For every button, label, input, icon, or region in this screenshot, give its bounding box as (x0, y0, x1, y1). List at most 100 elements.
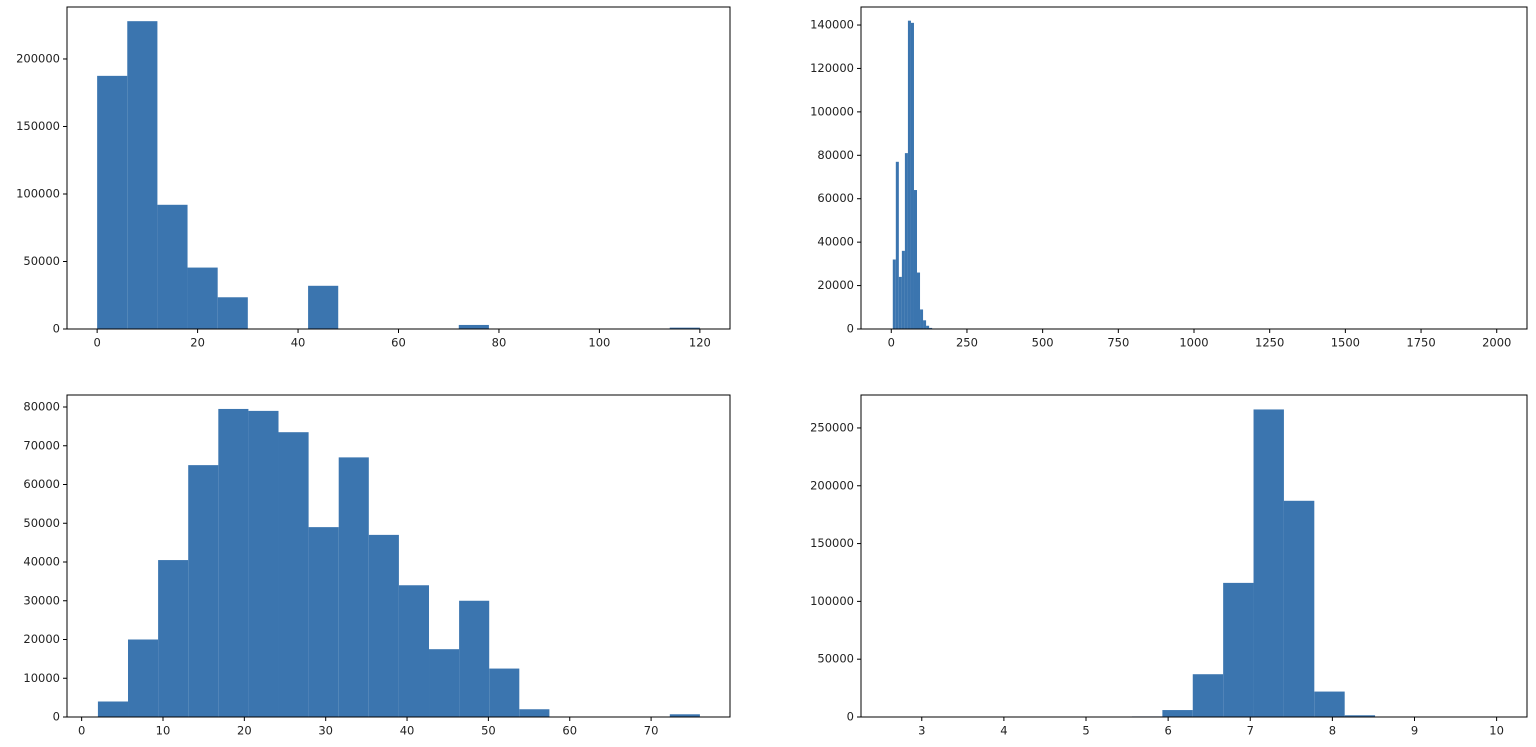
x-tick-label: 0 (93, 336, 100, 350)
histogram-bar (669, 714, 700, 717)
y-tick-label: 200000 (16, 51, 60, 65)
histogram-bar (917, 272, 921, 329)
histogram-bar (519, 709, 550, 717)
histogram-bar (901, 250, 905, 329)
y-tick-label: 60000 (23, 477, 60, 491)
y-tick-label: 50000 (23, 254, 60, 268)
histogram-bar (1162, 710, 1193, 717)
y-tick-label: 0 (53, 710, 60, 724)
x-tick-label: 4 (1000, 724, 1007, 738)
histogram-bar (248, 410, 279, 717)
x-tick-label: 10 (156, 724, 171, 738)
histogram-bar (217, 297, 248, 329)
x-tick-label: 30 (318, 724, 333, 738)
histogram-bar (338, 457, 369, 717)
x-tick-label: 6 (1164, 724, 1171, 738)
x-tick-label: 40 (291, 336, 306, 350)
histogram-bar (892, 259, 896, 329)
y-tick-label: 40000 (23, 555, 60, 569)
y-tick-label: 50000 (23, 516, 60, 530)
x-tick-label: 120 (689, 336, 711, 350)
histogram-bar (913, 190, 918, 329)
histogram-bar (158, 560, 189, 717)
x-tick-label: 9 (1411, 724, 1418, 738)
y-tick-label: 80000 (817, 148, 854, 162)
x-tick-label: 8 (1329, 724, 1336, 738)
x-tick-label: 7 (1247, 724, 1254, 738)
plot-frame (860, 6, 1528, 330)
histogram-bar (904, 153, 908, 329)
histogram-bar (308, 527, 339, 717)
histogram-bar (398, 585, 430, 717)
histogram-bar (127, 21, 158, 330)
histogram-bar (97, 701, 129, 717)
histogram-bar (429, 649, 460, 717)
histogram-bar (1314, 691, 1345, 717)
histogram-bar (923, 320, 927, 329)
histogram-bar (1253, 409, 1284, 717)
x-tick-label: 60 (391, 336, 406, 350)
x-tick-label: 1000 (1179, 336, 1208, 350)
histogram-bar (910, 22, 914, 329)
histogram-bar (669, 327, 700, 329)
histogram-bar (926, 325, 930, 329)
y-tick-label: 120000 (810, 61, 854, 75)
y-tick-label: 50000 (817, 652, 854, 666)
histogram-bar (97, 75, 128, 329)
y-tick-label: 100000 (810, 104, 854, 118)
histogram-bar (187, 267, 218, 329)
plot-frame (860, 394, 1528, 718)
y-tick-label: 150000 (16, 119, 60, 133)
x-tick-label: 70 (644, 724, 659, 738)
x-tick-label: 80 (492, 336, 507, 350)
x-tick-label: 5 (1082, 724, 1089, 738)
y-tick-label: 40000 (817, 235, 854, 249)
x-tick-label: 60 (562, 724, 577, 738)
histogram-bar (929, 327, 933, 329)
histogram-bar (907, 20, 911, 330)
y-tick-label: 100000 (810, 594, 854, 608)
x-tick-label: 3 (918, 724, 925, 738)
x-tick-label: 500 (1032, 336, 1054, 350)
y-tick-label: 0 (847, 322, 854, 336)
y-tick-label: 100000 (16, 186, 60, 200)
y-tick-label: 0 (53, 322, 60, 336)
x-tick-label: 10 (1489, 724, 1504, 738)
y-tick-label: 0 (847, 710, 854, 724)
histogram-bar (898, 276, 902, 329)
histogram-bar (459, 600, 490, 717)
y-tick-label: 200000 (810, 478, 854, 492)
y-tick-label: 20000 (23, 632, 60, 646)
x-tick-label: 2000 (1482, 336, 1511, 350)
histogram-bar (1223, 582, 1254, 717)
y-tick-label: 10000 (23, 671, 60, 685)
y-tick-label: 140000 (810, 18, 854, 32)
histogram-bar (1283, 500, 1315, 717)
plot-frame (66, 394, 731, 718)
x-tick-label: 20 (237, 724, 252, 738)
y-tick-label: 70000 (23, 438, 60, 452)
x-tick-label: 750 (1107, 336, 1129, 350)
y-tick-label: 60000 (817, 191, 854, 205)
histogram-bar (458, 324, 489, 329)
y-tick-label: 80000 (23, 400, 60, 414)
histogram-bar (188, 465, 219, 717)
y-tick-label: 250000 (810, 420, 854, 434)
histogram-bar (920, 309, 924, 329)
histogram-bar (895, 161, 899, 329)
x-tick-label: 250 (956, 336, 978, 350)
histogram-bar (278, 432, 309, 717)
histogram-bar (218, 408, 249, 717)
x-tick-label: 40 (400, 724, 415, 738)
histogram-bar (128, 639, 159, 717)
x-tick-label: 1750 (1406, 336, 1435, 350)
histogram-bar (368, 534, 399, 717)
x-tick-label: 1500 (1331, 336, 1360, 350)
histogram-bar (1192, 674, 1224, 717)
histogram-bar (1344, 715, 1376, 717)
x-tick-label: 50 (481, 724, 496, 738)
x-tick-label: 0 (78, 724, 85, 738)
x-tick-label: 0 (888, 336, 895, 350)
histogram-bar (308, 285, 339, 329)
